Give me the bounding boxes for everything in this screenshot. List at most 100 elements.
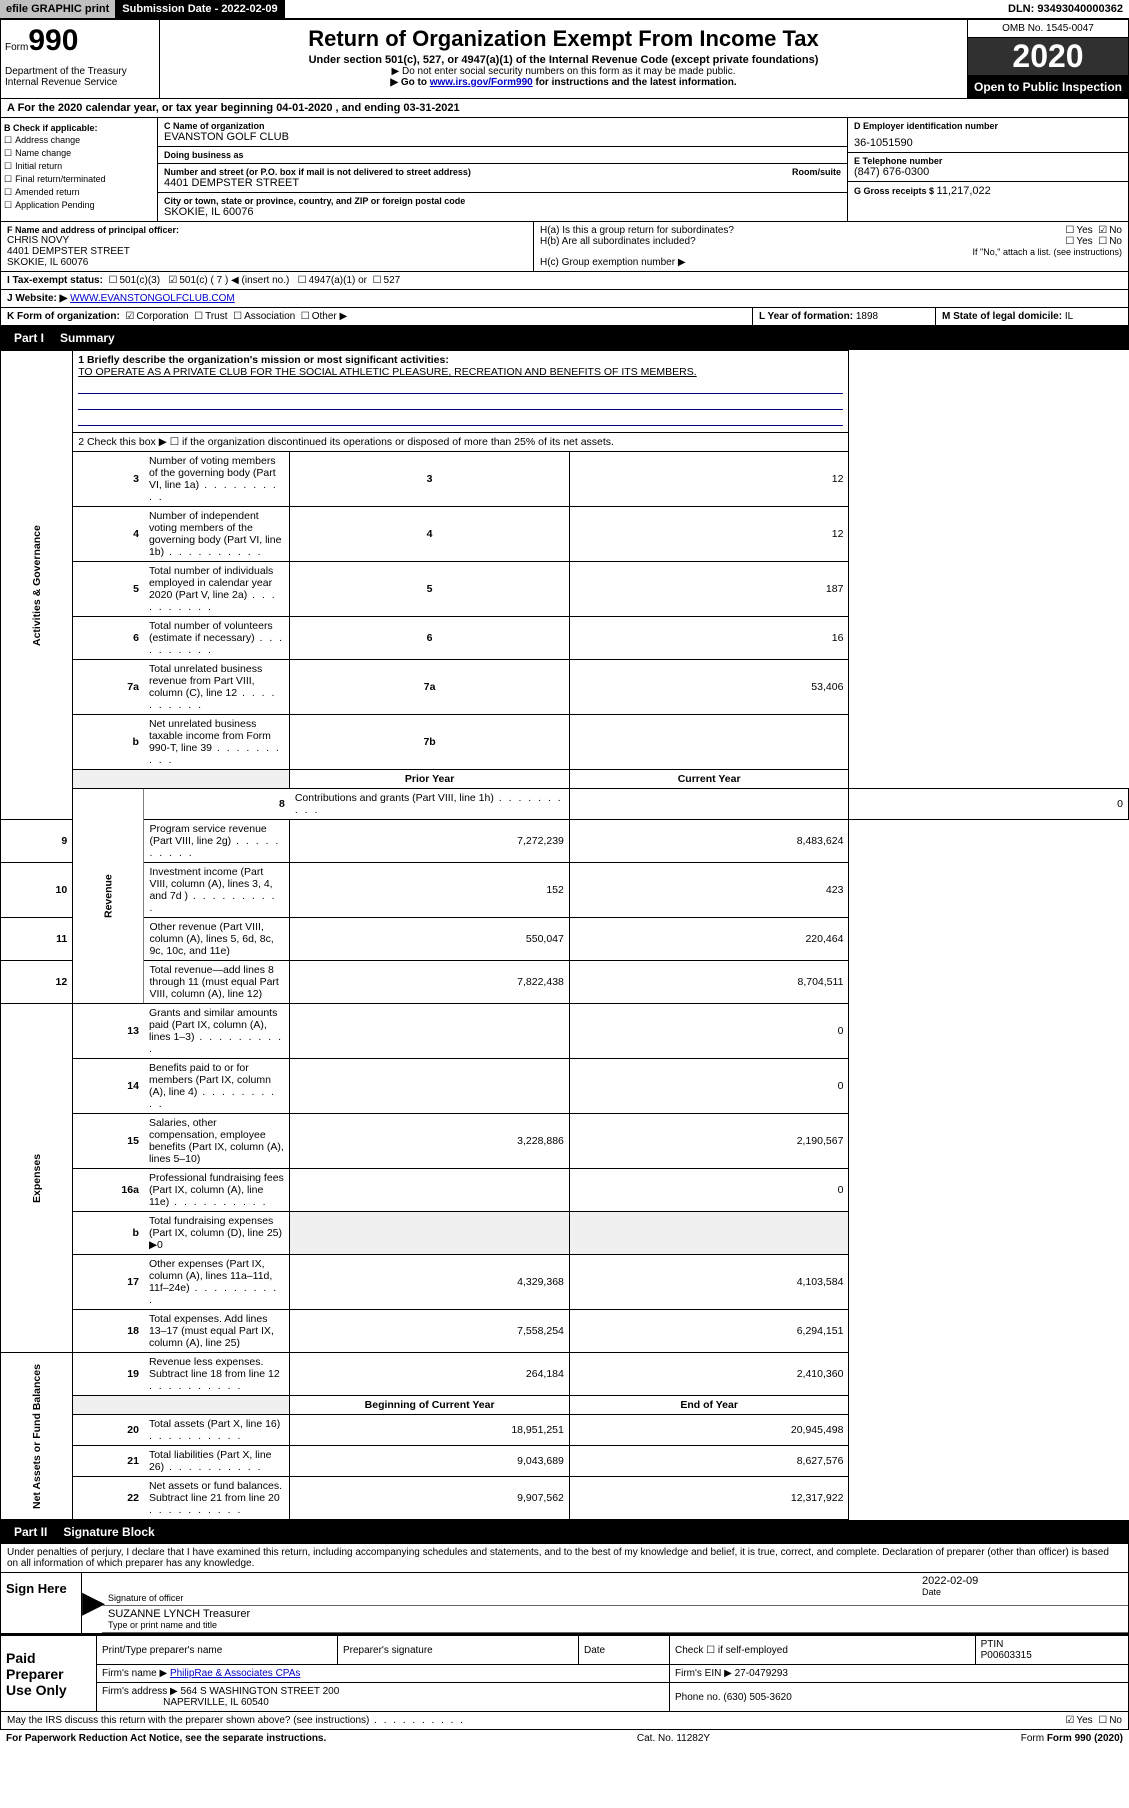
- vert-governance: Activities & Governance: [1, 351, 73, 820]
- l13-desc: Grants and similar amounts paid (Part IX…: [144, 1004, 290, 1059]
- l12-no: 12: [1, 961, 73, 1004]
- ein-lbl: D Employer identification number: [854, 121, 1122, 131]
- l6-num: 6: [290, 617, 570, 660]
- f-city: SKOKIE, IL 60076: [7, 257, 527, 268]
- part2-label: Part II: [6, 1523, 55, 1541]
- l7a-no: 7a: [73, 660, 144, 715]
- website-link[interactable]: WWW.EVANSTONGOLFCLUB.COM: [70, 293, 235, 304]
- ptin-lbl: PTIN: [981, 1639, 1004, 1650]
- sub3-b: for instructions and the latest informat…: [533, 77, 737, 88]
- k-trust[interactable]: Trust: [194, 311, 227, 322]
- k-lbl: K Form of organization:: [7, 311, 120, 322]
- vert-revenue: Revenue: [73, 789, 144, 1004]
- header-right: OMB No. 1545-0047 2020 Open to Public In…: [967, 20, 1128, 98]
- footer: For Paperwork Reduction Act Notice, see …: [0, 1730, 1129, 1747]
- city: SKOKIE, IL 60076: [164, 206, 841, 218]
- boy-hdr: Beginning of Current Year: [290, 1396, 570, 1415]
- part2-title: Signature Block: [63, 1525, 154, 1539]
- city-lbl: City or town, state or province, country…: [164, 196, 841, 206]
- hb-no[interactable]: No: [1098, 236, 1122, 247]
- i-527[interactable]: 527: [373, 275, 401, 286]
- mission-line-1: [78, 381, 843, 394]
- footer-left: For Paperwork Reduction Act Notice, see …: [6, 1733, 326, 1744]
- sig-date: 2022-02-09: [922, 1575, 1122, 1587]
- tel-lbl: E Telephone number: [854, 156, 1122, 166]
- k-corp[interactable]: Corporation: [125, 311, 188, 322]
- row-a: A For the 2020 calendar year, or tax yea…: [0, 99, 1129, 118]
- l7b-num: 7b: [290, 715, 570, 770]
- l14p: [290, 1059, 570, 1114]
- blank-no: [73, 770, 144, 789]
- cb-final-return[interactable]: Final return/terminated: [4, 174, 154, 185]
- city-block: City or town, state or province, country…: [158, 193, 847, 221]
- instructions-link[interactable]: www.irs.gov/Form990: [430, 77, 533, 88]
- cb-initial-return[interactable]: Initial return: [4, 161, 154, 172]
- header-sub1: Under section 501(c), 527, or 4947(a)(1)…: [164, 54, 963, 66]
- ha-yes[interactable]: Yes: [1065, 225, 1092, 236]
- street-block: Number and street (or P.O. box if mail i…: [158, 164, 847, 193]
- l17-desc: Other expenses (Part IX, column (A), lin…: [144, 1255, 290, 1310]
- l22-no: 22: [73, 1477, 144, 1520]
- k-other[interactable]: Other ▶: [301, 311, 347, 322]
- irs-no[interactable]: No: [1098, 1715, 1122, 1726]
- blank2: [73, 1396, 144, 1415]
- l1-row: 1 Briefly describe the organization's mi…: [73, 351, 849, 433]
- i-c[interactable]: 501(c) ( 7 ) ◀ (insert no.): [168, 275, 289, 286]
- l19-desc: Revenue less expenses. Subtract line 18 …: [144, 1353, 290, 1396]
- l7a-num: 7a: [290, 660, 570, 715]
- l8p: [569, 789, 849, 820]
- tax-year: 2020: [968, 38, 1128, 76]
- phone-lbl: Phone no.: [675, 1692, 723, 1703]
- hc-lbl: H(c) Group exemption number ▶: [540, 257, 1122, 268]
- l11p: 550,047: [290, 918, 570, 961]
- l3-val: 12: [569, 452, 849, 507]
- l4-desc: Number of independent voting members of …: [144, 507, 290, 562]
- dba-block: Doing business as: [158, 147, 847, 164]
- summary-table: Activities & Governance 1 Briefly descri…: [0, 350, 1129, 1520]
- colb-hdr: B Check if applicable:: [4, 123, 154, 133]
- i-a1[interactable]: 4947(a)(1) or: [298, 275, 367, 286]
- penalty-text: Under penalties of perjury, I declare th…: [0, 1544, 1129, 1573]
- ptin-cell: PTIN P00603315: [975, 1636, 1128, 1665]
- sig-date-lbl: Date: [922, 1587, 941, 1597]
- hb-yes[interactable]: Yes: [1065, 236, 1092, 247]
- l16b-c: [569, 1212, 849, 1255]
- i-c3[interactable]: 501(c)(3): [109, 275, 161, 286]
- firm-name-link[interactable]: PhilipRae & Associates CPAs: [170, 1668, 300, 1679]
- mission-line-3: [78, 413, 843, 426]
- form-of-org: K Form of organization: Corporation Trus…: [1, 308, 752, 325]
- irs-discuss-row: May the IRS discuss this return with the…: [0, 1712, 1129, 1730]
- paid-prep-label: Paid Preparer Use Only: [1, 1636, 97, 1712]
- efile-label: efile GRAPHIC print: [0, 0, 116, 18]
- header-sub3: ▶ Go to www.irs.gov/Form990 for instruct…: [164, 77, 963, 88]
- prep-date-lbl: Date: [579, 1636, 670, 1665]
- firm-addr-cell: Firm's address ▶ 564 S WASHINGTON STREET…: [97, 1683, 670, 1712]
- paid-preparer-table: Paid Preparer Use Only Print/Type prepar…: [0, 1635, 1129, 1712]
- dept-label: Department of the Treasury Internal Reve…: [5, 66, 155, 88]
- cb-name-change[interactable]: Name change: [4, 148, 154, 159]
- cb-address-change[interactable]: Address change: [4, 135, 154, 146]
- ha-no[interactable]: No: [1098, 225, 1122, 236]
- l16ap: [290, 1169, 570, 1212]
- l15-desc: Salaries, other compensation, employee b…: [144, 1114, 290, 1169]
- form-title: Return of Organization Exempt From Incom…: [164, 26, 963, 52]
- principal-officer: F Name and address of principal officer:…: [1, 222, 534, 271]
- sig-officer-box: Signature of officer: [108, 1575, 922, 1603]
- ptin-val: P00603315: [981, 1650, 1032, 1661]
- l16b-no: b: [73, 1212, 144, 1255]
- l21e: 8,627,576: [569, 1446, 849, 1477]
- k-assoc[interactable]: Association: [233, 311, 295, 322]
- hb-answers: Yes No: [1065, 236, 1122, 247]
- tax-exempt: I Tax-exempt status: 501(c)(3) 501(c) ( …: [1, 272, 1128, 289]
- l13-no: 13: [73, 1004, 144, 1059]
- l21b: 9,043,689: [290, 1446, 570, 1477]
- top-bar: efile GRAPHIC print Submission Date - 20…: [0, 0, 1129, 19]
- l13p: [290, 1004, 570, 1059]
- cb-application-pending[interactable]: Application Pending: [4, 200, 154, 211]
- check-self-employed[interactable]: Check ☐ if self-employed: [670, 1636, 976, 1665]
- l12c: 8,704,511: [569, 961, 849, 1004]
- l20-desc: Total assets (Part X, line 16): [144, 1415, 290, 1446]
- irs-yes[interactable]: Yes: [1065, 1715, 1092, 1726]
- header-center: Return of Organization Exempt From Incom…: [160, 20, 967, 98]
- cb-amended[interactable]: Amended return: [4, 187, 154, 198]
